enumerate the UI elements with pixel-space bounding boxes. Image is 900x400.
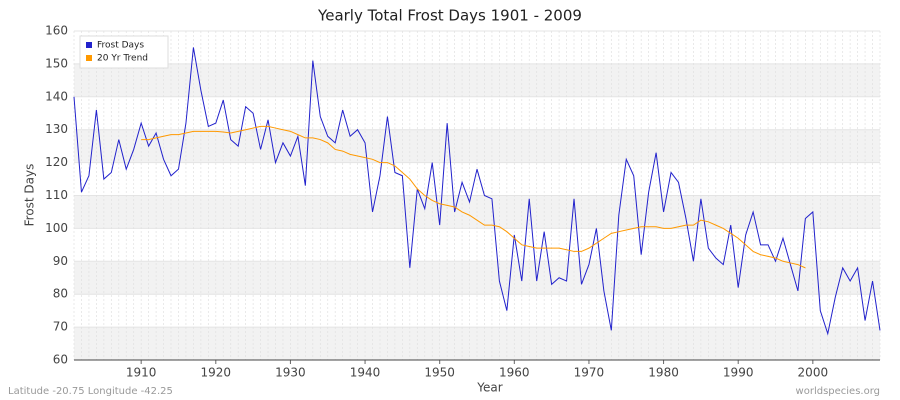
y-tick-label: 70 [53, 320, 68, 334]
x-tick-label: 1910 [126, 366, 157, 380]
legend-swatch [86, 42, 92, 48]
x-tick-label: 1980 [648, 366, 679, 380]
y-tick-label: 140 [45, 89, 68, 103]
y-tick-label: 150 [45, 56, 68, 70]
y-tick-label: 120 [45, 155, 68, 169]
footer-source: worldspecies.org [796, 386, 880, 397]
legend-swatch [86, 55, 92, 61]
x-tick-label: 2000 [798, 366, 829, 380]
y-tick-label: 60 [53, 353, 68, 367]
footer-location: Latitude -20.75 Longitude -42.25 [8, 386, 173, 397]
y-tick-label: 100 [45, 221, 68, 235]
x-tick-label: 1960 [499, 366, 530, 380]
legend-label: Frost Days [97, 41, 144, 51]
y-tick-label: 90 [53, 254, 68, 268]
legend-box [79, 35, 169, 69]
grid-band [74, 129, 880, 163]
chart-title: Yearly Total Frost Days 1901 - 2009 [317, 7, 582, 25]
series-line [141, 125, 806, 269]
x-tick-label: 1990 [723, 366, 754, 380]
grid-band [74, 261, 880, 295]
y-axis-label: Frost Days [23, 164, 37, 227]
x-tick-label: 1940 [350, 366, 381, 380]
y-tick-label: 130 [45, 122, 68, 136]
x-axis-label: Year [476, 381, 502, 395]
x-tick-label: 1970 [574, 366, 605, 380]
y-tick-label: 110 [45, 188, 68, 202]
series-line [73, 47, 881, 336]
y-tick-label: 80 [53, 287, 68, 301]
x-tick-label: 1930 [275, 366, 306, 380]
x-tick-label: 1920 [201, 366, 232, 380]
y-tick-label: 160 [45, 24, 68, 38]
legend-label: 20 Yr Trend [97, 54, 148, 64]
x-tick-label: 1950 [424, 366, 455, 380]
